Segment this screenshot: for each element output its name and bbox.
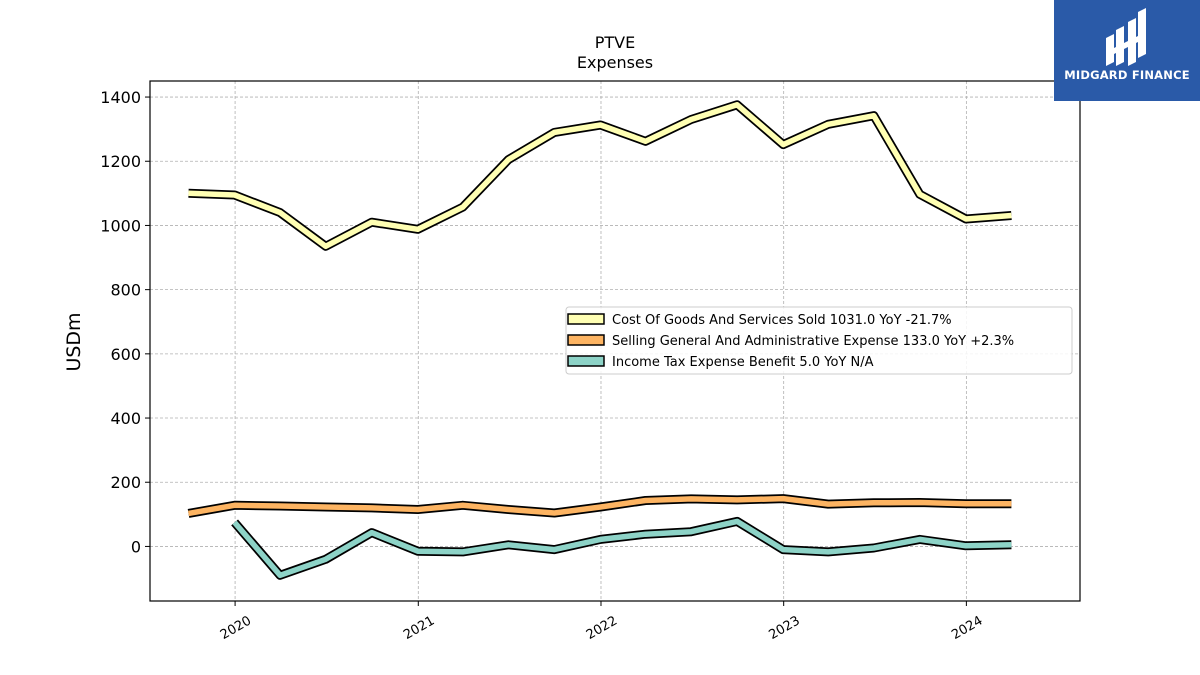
series-line-0 xyxy=(188,102,1012,250)
y-tick-label: 200 xyxy=(110,473,141,492)
x-tick-label: 2020 xyxy=(218,613,254,643)
chart-subtitle: Expenses xyxy=(577,53,653,72)
legend-frame xyxy=(565,306,1073,375)
legend-label-0: Cost Of Goods And Services Sold 1031.0 Y… xyxy=(612,313,952,328)
logo-mark-icon xyxy=(1106,8,1146,66)
plot-frame xyxy=(149,80,1081,602)
legend-swatch-1 xyxy=(567,334,605,346)
y-tick-label: 0 xyxy=(131,537,141,556)
x-tick-label: 2024 xyxy=(949,613,985,643)
x-tick-label: 2022 xyxy=(584,613,620,643)
legend: Cost Of Goods And Services Sold 1031.0 Y… xyxy=(565,306,1073,375)
legend-swatch-2 xyxy=(567,355,605,367)
y-tick-label: 600 xyxy=(110,345,141,364)
legend-label-2: Income Tax Expense Benefit 5.0 YoY N/A xyxy=(612,355,874,370)
legend-swatch-0 xyxy=(567,313,605,325)
series-lines xyxy=(187,100,1012,580)
y-tick-label: 1200 xyxy=(100,152,141,171)
y-tick-label: 1400 xyxy=(100,88,141,107)
brand-logo: MIDGARD FINANCE xyxy=(1054,0,1200,101)
series-line-1 xyxy=(188,495,1012,517)
y-tick-label: 400 xyxy=(110,409,141,428)
chart-title: PTVE xyxy=(595,33,635,52)
series-outline-2 xyxy=(231,516,1012,580)
x-tick-label: 2021 xyxy=(401,613,437,643)
series-line-2 xyxy=(232,518,1012,579)
y-axis-label: USDm xyxy=(63,312,85,371)
x-tick-label: 2023 xyxy=(767,613,803,643)
y-tick-label: 800 xyxy=(110,281,141,300)
brand-name: MIDGARD FINANCE xyxy=(1064,68,1190,82)
legend-label-1: Selling General And Administrative Expen… xyxy=(612,334,1014,349)
y-tick-label: 1000 xyxy=(100,216,141,235)
